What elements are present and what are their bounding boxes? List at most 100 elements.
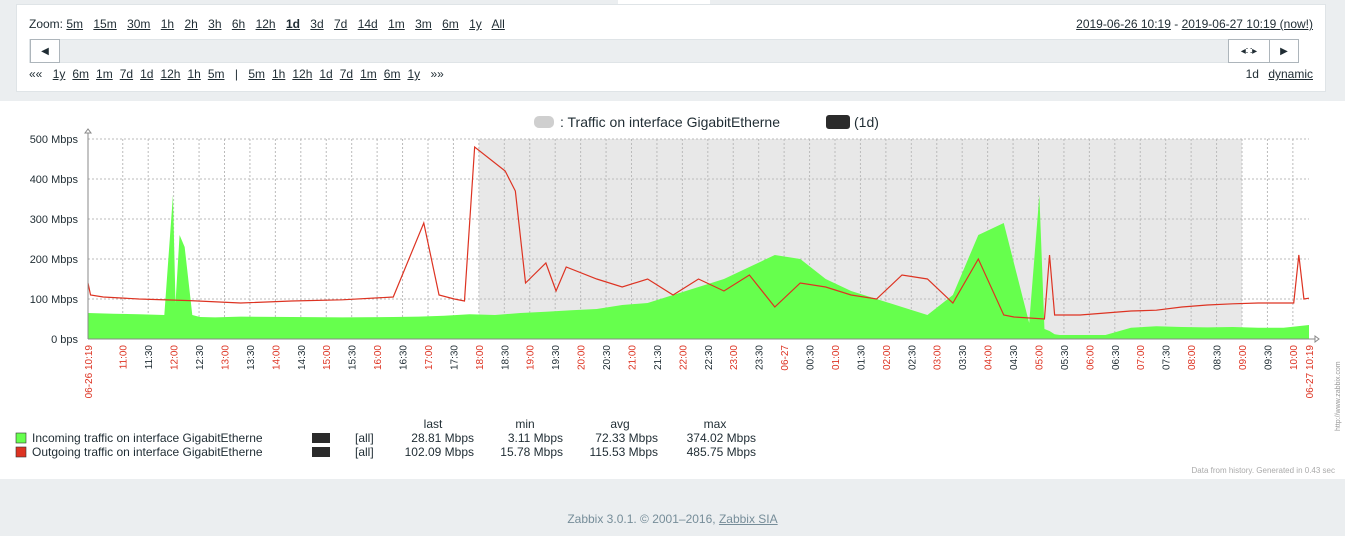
x-tick-label: 23:00 (729, 345, 740, 370)
legend-redaction-mark (312, 433, 330, 443)
back-nav-6m[interactable]: 6m (72, 67, 90, 81)
x-tick-label: 19:30 (551, 345, 562, 370)
back-nav-7d[interactable]: 7d (119, 67, 134, 81)
back-nav-5m[interactable]: 5m (207, 67, 225, 81)
timeline-slider-handle[interactable]: ◂∷▸ (1228, 39, 1270, 63)
forward-nav-1d[interactable]: 1d (319, 67, 333, 81)
nav-separator: | (234, 67, 238, 81)
forward-nav-1m[interactable]: 1m (360, 67, 377, 81)
zoom-option-14d[interactable]: 14d (357, 17, 378, 31)
zoom-option-5m[interactable]: 5m (66, 17, 84, 31)
forward-nav-6m[interactable]: 6m (383, 67, 401, 81)
period-separator: - (1170, 17, 1182, 31)
zoom-option-3d[interactable]: 3d (310, 17, 324, 31)
zoom-option-30m[interactable]: 30m (127, 17, 151, 31)
zoom-option-2h[interactable]: 2h (184, 17, 198, 31)
x-tick-label: 22:00 (678, 345, 689, 370)
zoom-bar: Zoom: 5m 15m 30m 1h 2h 3h 6h 12h 1d 3d 7… (29, 17, 512, 31)
zabbix-sia-link[interactable]: Zabbix SIA (718, 512, 778, 526)
back-nav-1m[interactable]: 1m (96, 67, 113, 81)
legend-min-value: 3.11 Mbps (508, 431, 563, 445)
x-tick-label: 13:30 (246, 345, 257, 370)
generated-note: Data from history. Generated in 0.43 sec (1192, 466, 1335, 475)
x-tick-label: 01:00 (831, 345, 842, 370)
zoom-option-1y[interactable]: 1y (469, 17, 482, 31)
zoom-option-3m[interactable]: 3m (415, 17, 432, 31)
x-tick-label: 19:00 (526, 345, 537, 370)
period-to-link[interactable]: 2019-06-27 10:19 (now!) (1181, 17, 1313, 31)
x-tick-label: 16:30 (399, 345, 410, 370)
period-navigation: «« 1y 6m 1m 7d 1d 12h 1h 5m | 5m 1h 12h 1d 7d 1m 6m 1y… (29, 67, 451, 81)
x-tick-label: 16:00 (373, 345, 384, 370)
forward-nav-12h[interactable]: 12h (292, 67, 313, 81)
x-axis-arrow-icon (1314, 335, 1320, 343)
x-tick-label: 06-26 10:19 (84, 345, 95, 399)
arrow-left-icon: ◀ (41, 45, 49, 57)
x-tick-label: 22:30 (704, 345, 715, 370)
timeline-scrollbar[interactable]: ◀ ◂∷▸ ▶ (29, 39, 1299, 63)
x-tick-label: 11:00 (119, 345, 130, 370)
x-tick-label: 05:30 (1060, 345, 1071, 370)
period-from-link[interactable]: 2019-06-26 10:19 (1076, 17, 1171, 31)
x-tick-label: 06-27 10:19 (1305, 345, 1316, 399)
legend-header: last (424, 417, 443, 431)
legend-min-value: 15.78 Mbps (500, 445, 563, 459)
legend-header: avg (610, 417, 629, 431)
forward-nav-7d[interactable]: 7d (339, 67, 354, 81)
x-tick-label: 08:30 (1213, 345, 1224, 370)
arrow-right-icon: ▶ (1280, 45, 1288, 57)
back-nav-12h[interactable]: 12h (160, 67, 181, 81)
zoom-option-1d[interactable]: 1d (285, 17, 300, 31)
legend-avg-value: 115.53 Mbps (590, 445, 659, 459)
scroll-right-button[interactable]: ▶ (1269, 39, 1299, 63)
zoom-option-3h[interactable]: 3h (208, 17, 222, 31)
back-nav-1d[interactable]: 1d (140, 67, 154, 81)
back-nav-1h[interactable]: 1h (187, 67, 201, 81)
incoming-series-area (88, 195, 1309, 339)
redacted-interface-mark (826, 115, 850, 129)
legend-max-value: 485.75 Mbps (687, 445, 756, 459)
legend-swatch (15, 432, 27, 444)
x-tick-label: 14:00 (271, 345, 282, 370)
legend-series-name: Outgoing traffic on interface GigabitEth… (32, 445, 263, 459)
zoom-label: Zoom: (29, 17, 64, 31)
x-tick-label: 00:30 (806, 345, 817, 370)
x-tick-label: 06-27 (780, 345, 791, 371)
x-tick-label: 04:00 (984, 345, 995, 370)
zoom-option-6h[interactable]: 6h (231, 17, 246, 31)
forward-nav-5m[interactable]: 5m (248, 67, 265, 81)
x-tick-label: 08:00 (1187, 345, 1198, 370)
graph-title: : Traffic on interface GigabitEtherne (560, 114, 780, 130)
watermark: http://www.zabbix.com (1335, 361, 1342, 431)
zoom-option-12h[interactable]: 12h (255, 17, 276, 31)
x-tick-label: 20:30 (602, 345, 613, 370)
zoom-option-1h[interactable]: 1h (160, 17, 175, 31)
x-tick-label: 04:30 (1009, 345, 1020, 370)
x-tick-label: 10:00 (1289, 345, 1300, 370)
y-tick-label: 400 Mbps (30, 174, 79, 186)
scroll-left-button[interactable]: ◀ (30, 39, 60, 63)
zoom-option-15m[interactable]: 15m (93, 17, 117, 31)
zoom-option-1m[interactable]: 1m (388, 17, 405, 31)
drag-handle-icon: ◂∷▸ (1240, 45, 1258, 57)
period-length-value: 1d (1245, 67, 1259, 81)
x-tick-label: 12:00 (170, 345, 181, 370)
x-tick-label: 02:00 (882, 345, 893, 370)
zoom-option-6m[interactable]: 6m (442, 17, 459, 31)
x-tick-label: 20:00 (577, 345, 588, 370)
x-tick-label: 03:30 (958, 345, 969, 370)
forward-nav-1h[interactable]: 1h (271, 67, 286, 81)
x-tick-label: 14:30 (297, 345, 308, 370)
x-tick-label: 21:00 (627, 345, 638, 370)
dynamic-toggle-link[interactable]: dynamic (1268, 67, 1313, 81)
forward-nav-1y[interactable]: 1y (407, 67, 421, 81)
back-nav-1y[interactable]: 1y (52, 67, 66, 81)
period-display: 2019-06-26 10:19 - 2019-06-27 10:19 (now… (1076, 17, 1313, 31)
zoom-option-all[interactable]: All (491, 17, 505, 31)
x-tick-label: 23:30 (755, 345, 766, 370)
legend-header: max (704, 417, 727, 431)
legend-last-value: 28.81 Mbps (411, 431, 474, 445)
x-tick-label: 09:30 (1263, 345, 1274, 370)
zoom-option-7d[interactable]: 7d (334, 17, 348, 31)
x-tick-label: 06:30 (1111, 345, 1122, 370)
